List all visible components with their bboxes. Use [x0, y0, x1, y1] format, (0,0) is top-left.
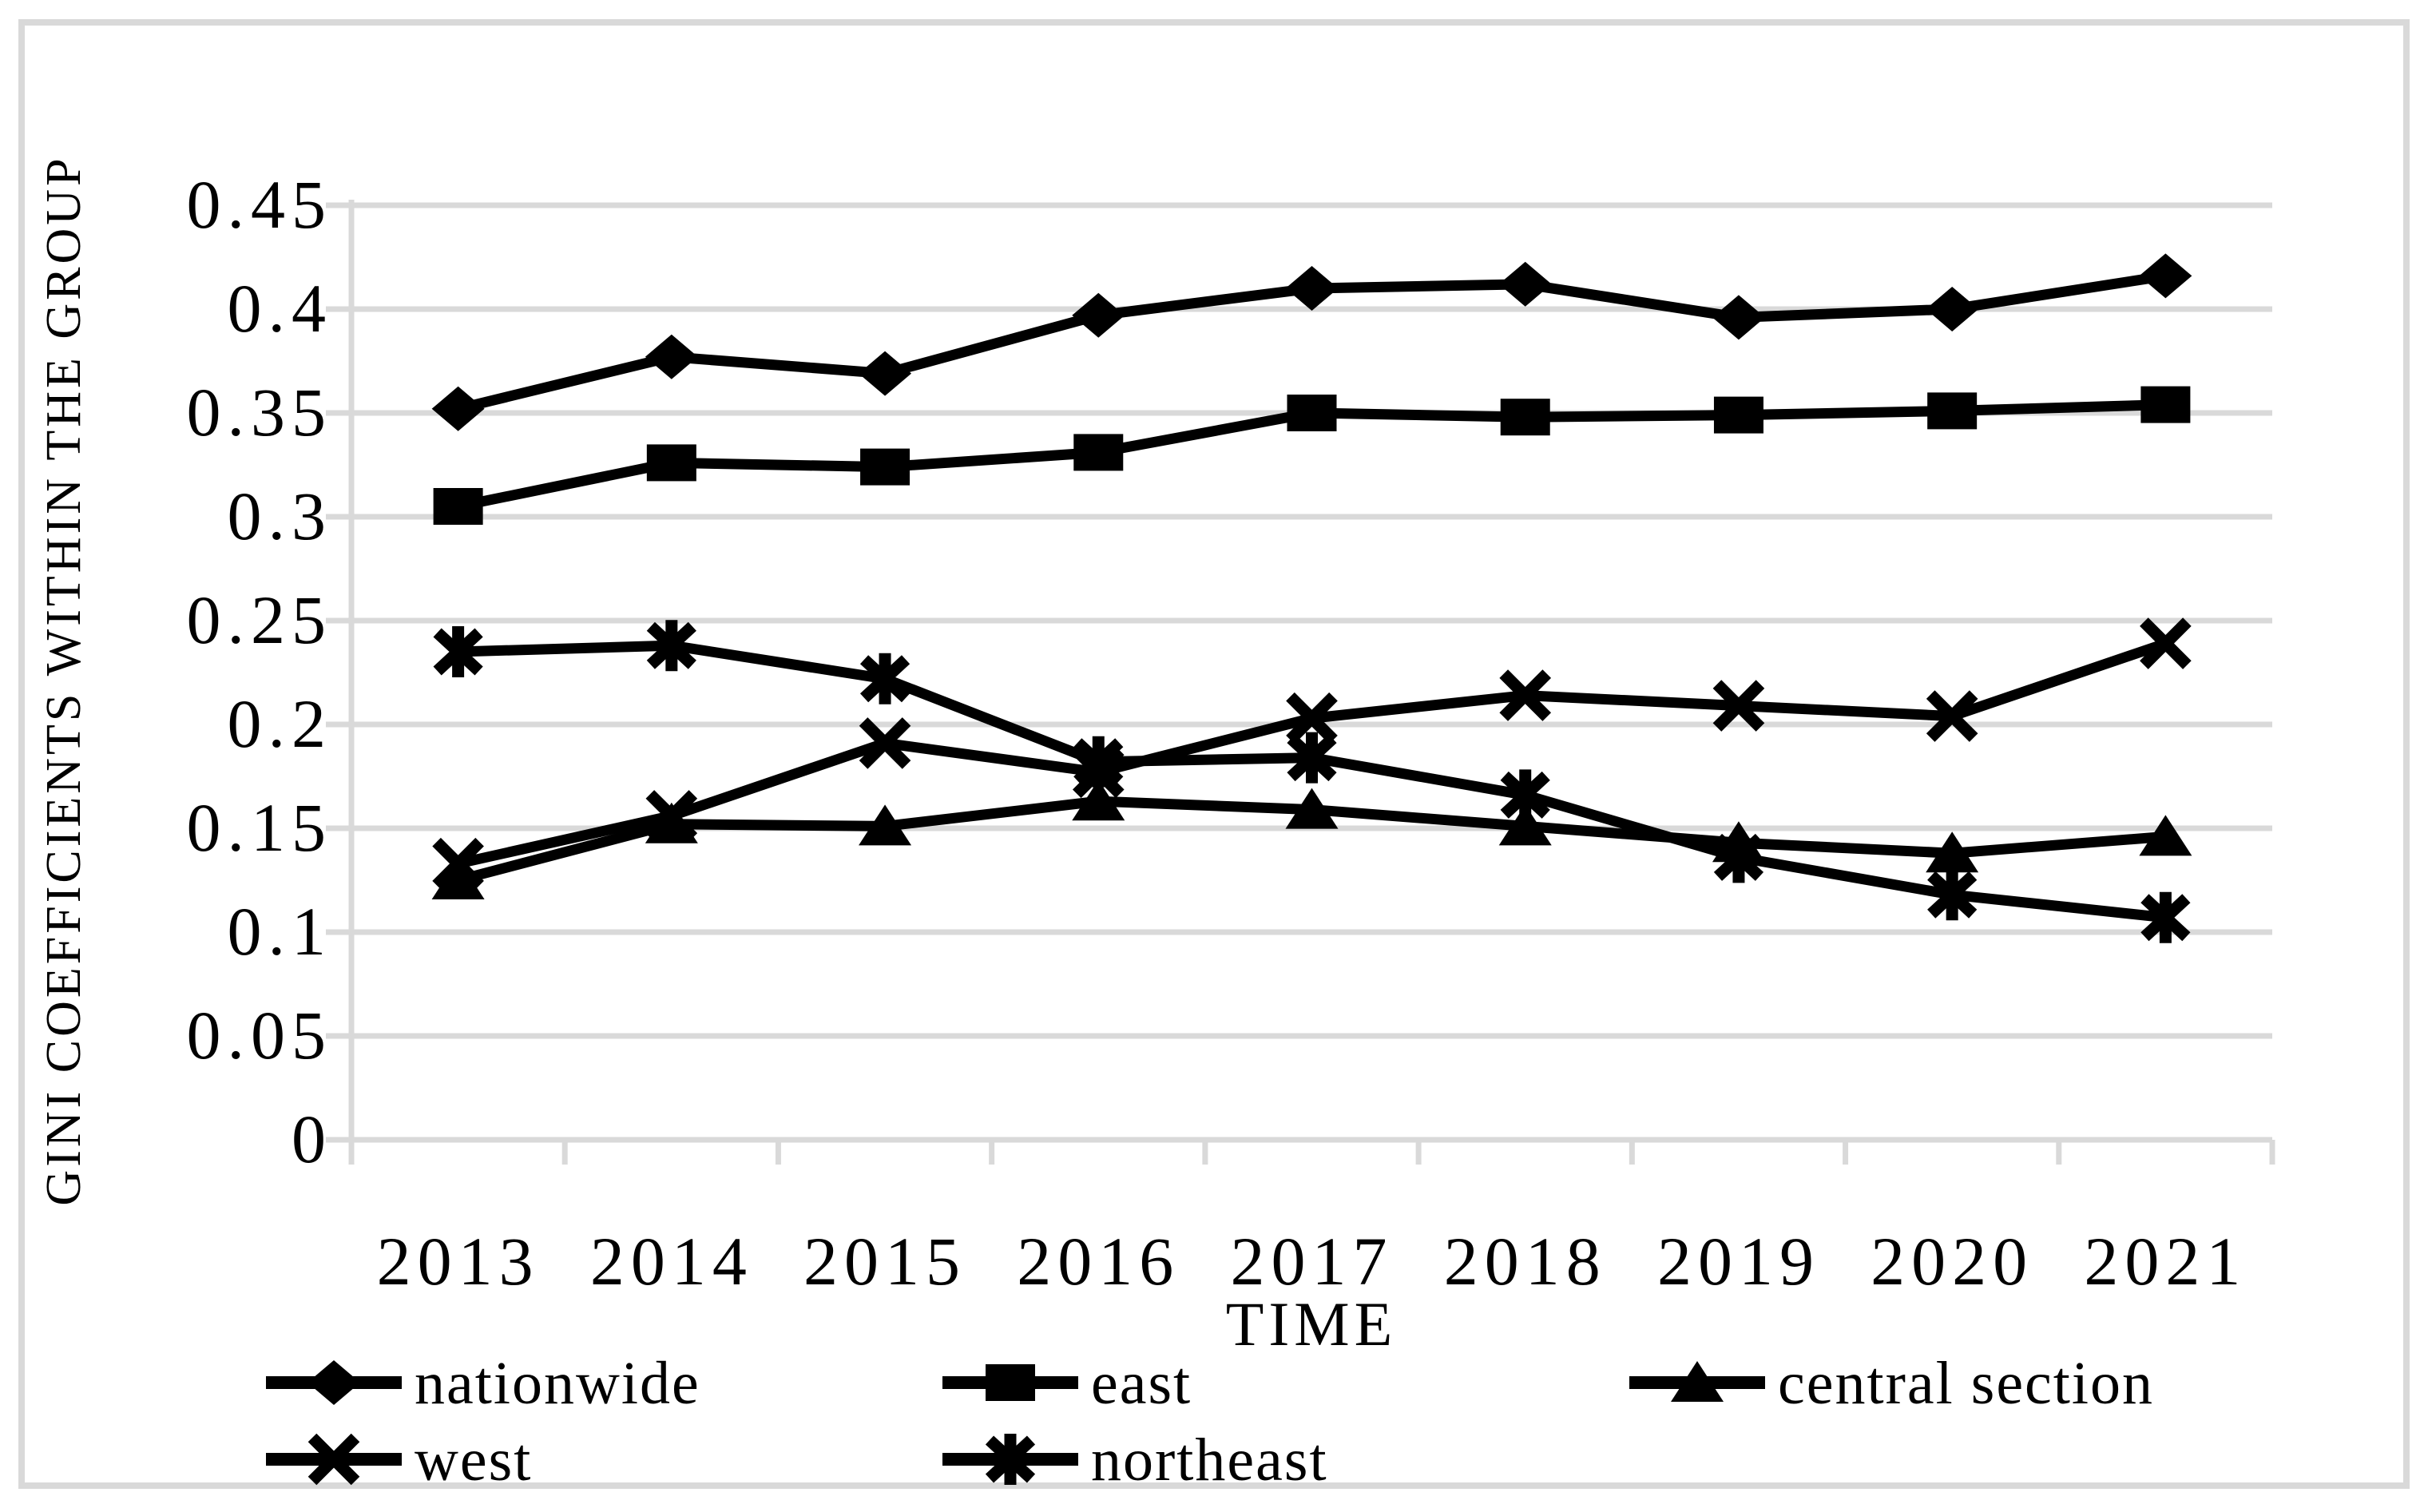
y-tick-label: 0.3 [228, 478, 333, 554]
series-northeast [433, 620, 2191, 943]
marker-central-section-2018 [1498, 804, 1552, 846]
marker-east-2021 [2140, 386, 2191, 423]
marker-central-section-2020 [1926, 831, 1979, 873]
marker-east-2015 [860, 448, 910, 486]
marker-central-section-2016 [1072, 780, 1125, 821]
legend-label-central-section: central section [1778, 1350, 2154, 1417]
legend-label-east: east [1091, 1350, 1192, 1417]
marker-west-2020 [1926, 690, 1978, 742]
marker-northeast-2017 [1287, 734, 1337, 782]
y-tick-label: 0.45 [187, 166, 333, 243]
x-axis-label-year: 2020 [1871, 1223, 2033, 1300]
y-tick-label: 0 [292, 1101, 332, 1177]
legend-label-west: west [415, 1427, 532, 1494]
marker-east-2013 [433, 488, 483, 525]
marker-east-2018 [1500, 399, 1550, 436]
legend-marker-east [986, 1364, 1035, 1401]
series-nationwide [431, 253, 2192, 431]
legend-marker-nationwide [307, 1360, 360, 1405]
marker-nationwide-2021 [2139, 253, 2192, 299]
marker-east-2016 [1073, 434, 1124, 471]
marker-northeast-2021 [2140, 894, 2191, 942]
marker-central-section-2021 [2139, 815, 2192, 856]
marker-central-section-2013 [431, 859, 485, 899]
legend-item-northeast: northeast [942, 1427, 1328, 1494]
x-axis-label-year: 2014 [590, 1223, 753, 1300]
marker-nationwide-2018 [1498, 261, 1552, 307]
marker-west-2015 [859, 717, 911, 769]
y-axis-title: GINI COEFFICIENTS WITHIN THE GROUP [37, 155, 91, 1205]
legend-marker-northeast [985, 1435, 1036, 1483]
y-tick-label: 0.4 [228, 270, 333, 347]
marker-nationwide-2015 [859, 351, 912, 396]
x-axis-label-year: 2017 [1231, 1223, 1394, 1300]
marker-nationwide-2019 [1712, 295, 1765, 340]
marker-northeast-2014 [646, 621, 696, 669]
legend-marker-west [307, 1433, 360, 1486]
x-axis-label-year: 2021 [2084, 1223, 2247, 1300]
marker-east-2019 [1713, 396, 1763, 434]
y-tick-label: 0.35 [187, 374, 333, 450]
series-east [433, 386, 2191, 525]
marker-northeast-2019 [1713, 833, 1764, 881]
marker-west-2014 [645, 790, 698, 842]
marker-northeast-2018 [1500, 771, 1550, 819]
y-tick-labels: 0 0.05 0.1 0.15 0.2 0.25 0.3 0.35 0.4 0.45 [187, 166, 333, 1177]
marker-northeast-2015 [859, 655, 910, 703]
marker-east-2020 [1927, 392, 1978, 430]
y-tick-label: 0.15 [187, 789, 333, 866]
y-tick-label: 0.2 [228, 685, 333, 762]
legend-label-northeast: northeast [1091, 1427, 1328, 1494]
legend-item-west: west [266, 1427, 532, 1494]
marker-northeast-2013 [433, 628, 483, 676]
marker-west-2013 [432, 837, 484, 890]
legend: nationwide east central section west northea… [266, 1350, 2154, 1494]
gridlines [351, 202, 2272, 1039]
legend-label-nationwide: nationwide [415, 1350, 700, 1417]
x-axis-label-year: 2015 [803, 1223, 966, 1300]
marker-east-2017 [1287, 395, 1337, 431]
axes [326, 200, 2275, 1165]
x-axis-title: TIME [1226, 1289, 1398, 1359]
x-axis-label-year: 2013 [377, 1223, 540, 1300]
figure-border [18, 19, 2410, 1489]
y-tick-label: 0.1 [228, 893, 333, 970]
marker-nationwide-2016 [1072, 292, 1125, 338]
marker-northeast-2020 [1927, 871, 1978, 919]
marker-central-section-2017 [1285, 788, 1339, 829]
x-axis-label-year: 2019 [1657, 1223, 1820, 1300]
marker-west-2021 [2140, 617, 2192, 669]
marker-west-2018 [1499, 669, 1552, 721]
marker-central-section-2015 [859, 804, 912, 846]
x-axis-label-year: 2018 [1444, 1223, 1607, 1300]
legend-item-central-section: central section [1629, 1350, 2154, 1417]
marker-northeast-2016 [1073, 738, 1124, 786]
marker-nationwide-2013 [431, 386, 485, 431]
legend-item-nationwide: nationwide [266, 1350, 700, 1417]
marker-west-2019 [1712, 680, 1765, 732]
marker-nationwide-2020 [1926, 287, 1979, 331]
y-tick-label: 0.25 [187, 581, 333, 658]
marker-nationwide-2014 [645, 334, 698, 379]
marker-nationwide-2017 [1285, 266, 1339, 311]
marker-west-2017 [1286, 692, 1338, 744]
x-category-labels: 2013 2014 2015 2016 2017 2018 2019 2020 2021 [377, 1223, 2247, 1300]
x-axis-label-year: 2016 [1017, 1223, 1180, 1300]
legend-marker-central-section [1671, 1361, 1724, 1402]
y-tick-label: 0.05 [187, 997, 333, 1073]
legend-item-east: east [942, 1350, 1192, 1417]
marker-east-2014 [646, 444, 696, 482]
